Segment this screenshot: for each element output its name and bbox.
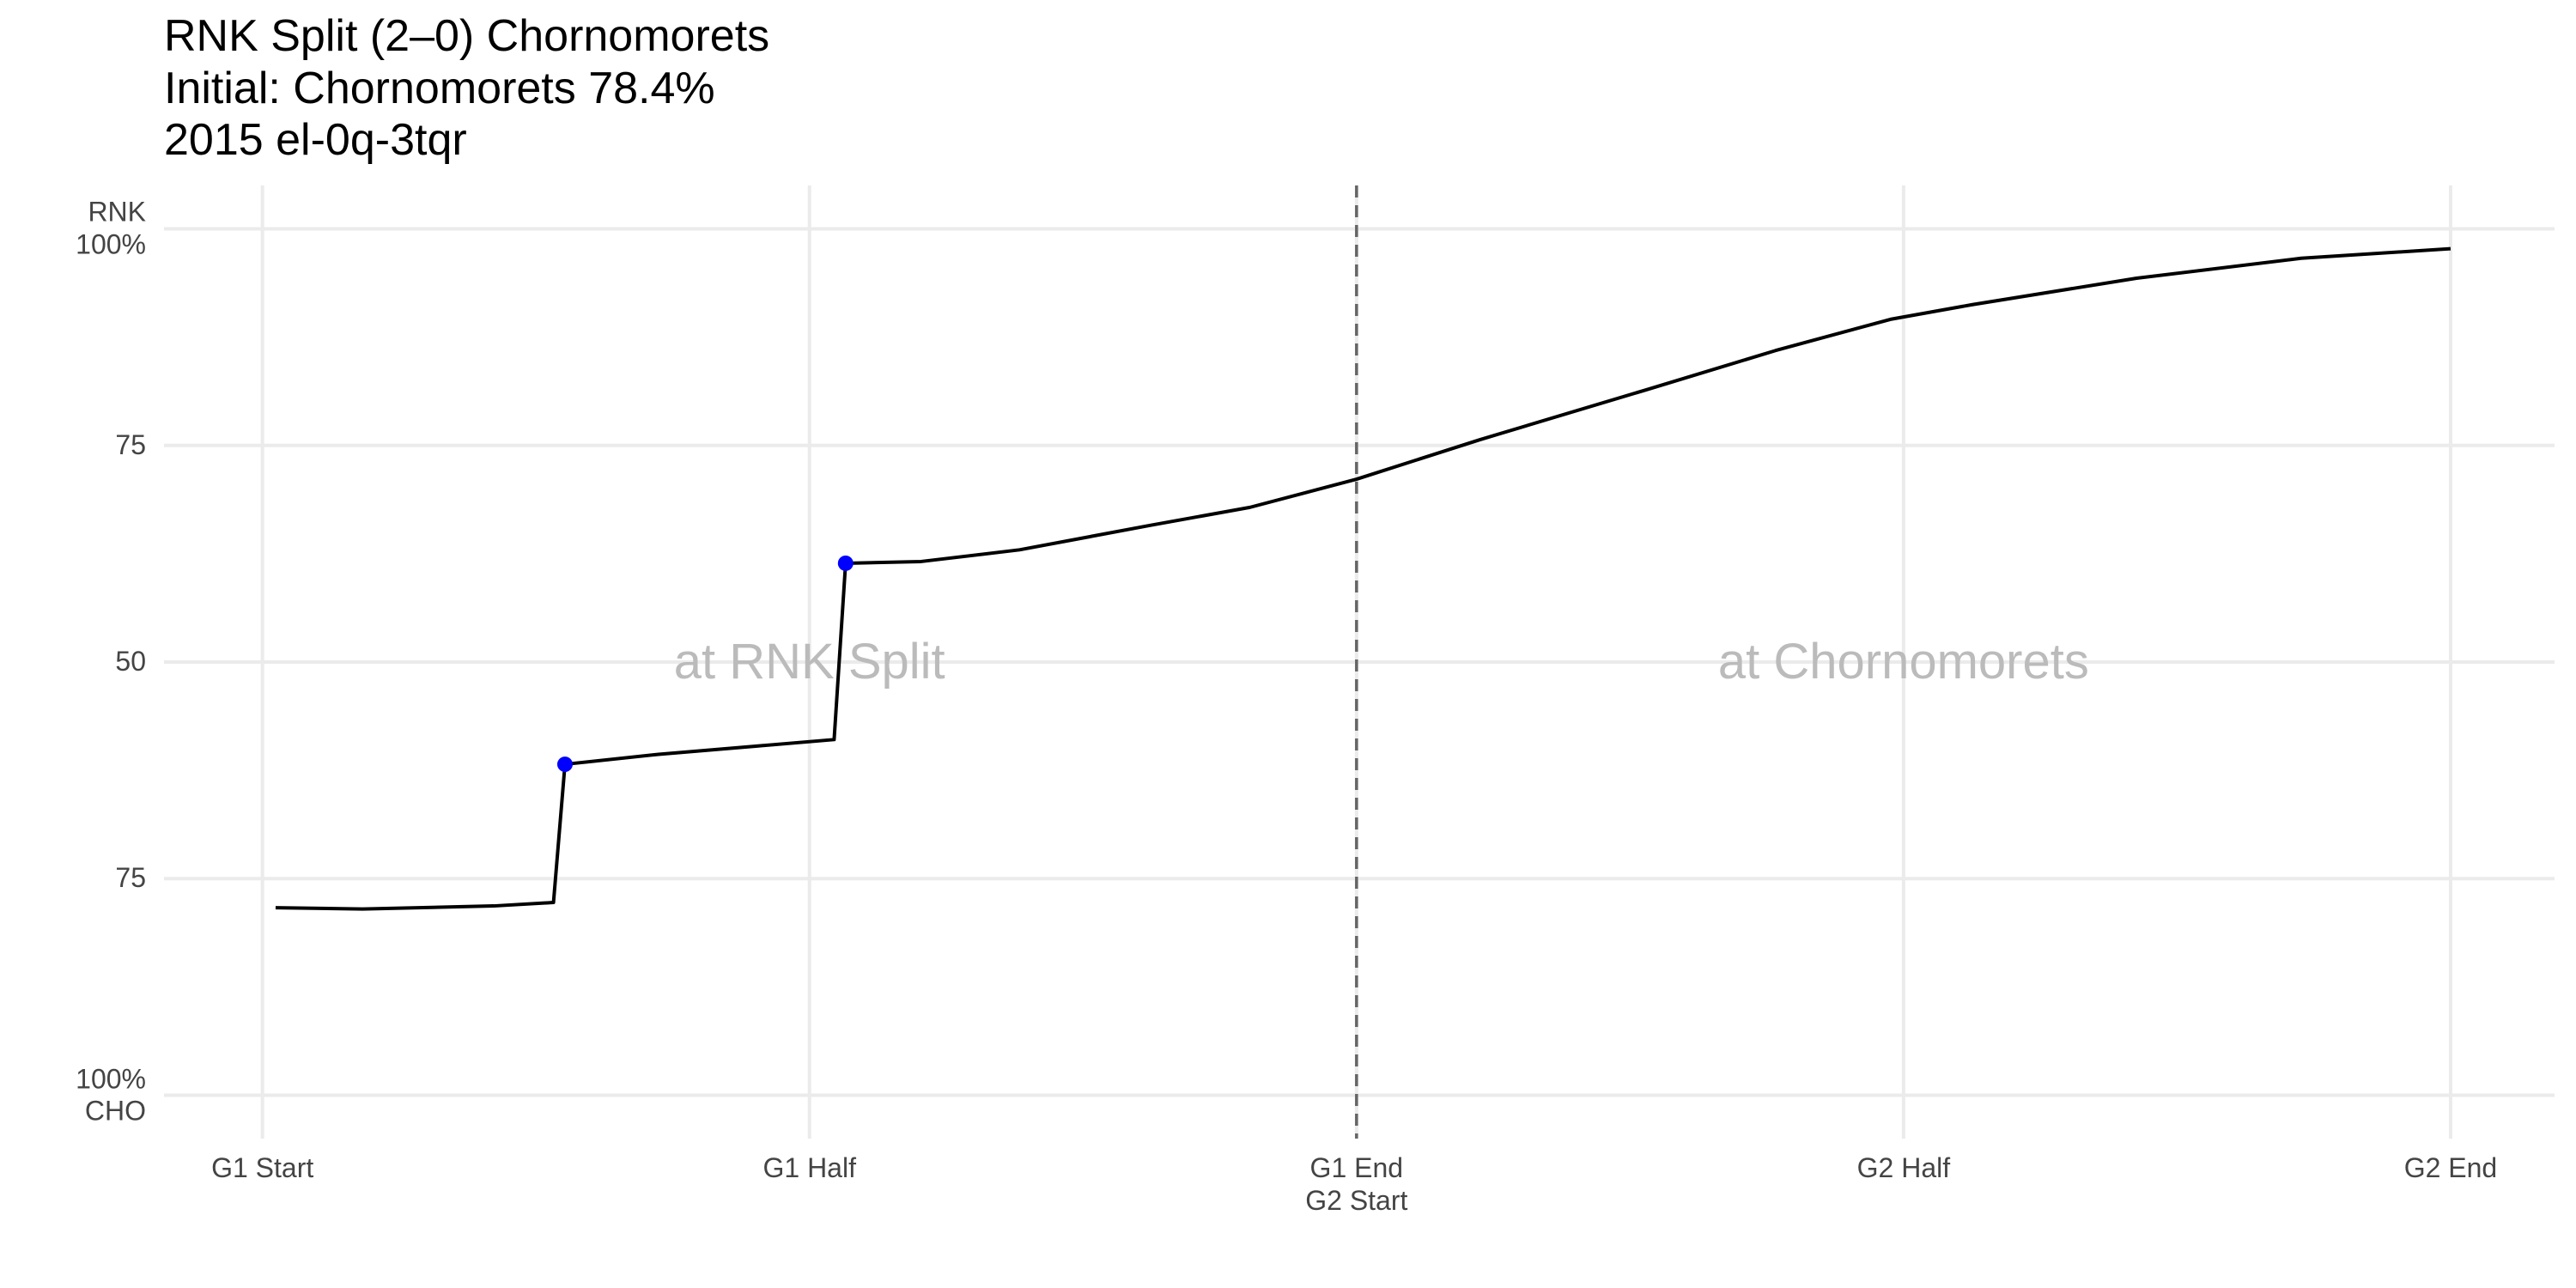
- x-tick-label: G2 Half: [1856, 1152, 1951, 1183]
- chart-subtitle: Initial: Chornomorets 78.4%: [164, 64, 715, 113]
- x-tick-label: G1 End G2 Start: [1305, 1152, 1408, 1216]
- event-point: [837, 555, 854, 571]
- annotation: at RNK Split: [673, 633, 945, 690]
- y-tick-label: 75: [115, 428, 146, 460]
- chart-title: RNK Split (2–0) Chornomorets: [164, 11, 770, 61]
- x-tick-label: G1 Half: [762, 1152, 856, 1183]
- event-point: [556, 756, 573, 773]
- annotation: at Chornomorets: [1717, 633, 2089, 690]
- x-tick-label: G1 Start: [211, 1152, 314, 1183]
- y-tick-label: 50: [115, 646, 146, 677]
- line-series: [275, 246, 2451, 911]
- chart-caption: 2015 el-0q-3tqr: [164, 115, 467, 165]
- y-tick-label: 75: [115, 862, 146, 894]
- y-tick-label: RNK 100%: [76, 196, 146, 260]
- y-tick-label: 100% CHO: [76, 1062, 146, 1127]
- x-tick-label: G2 End: [2403, 1152, 2498, 1183]
